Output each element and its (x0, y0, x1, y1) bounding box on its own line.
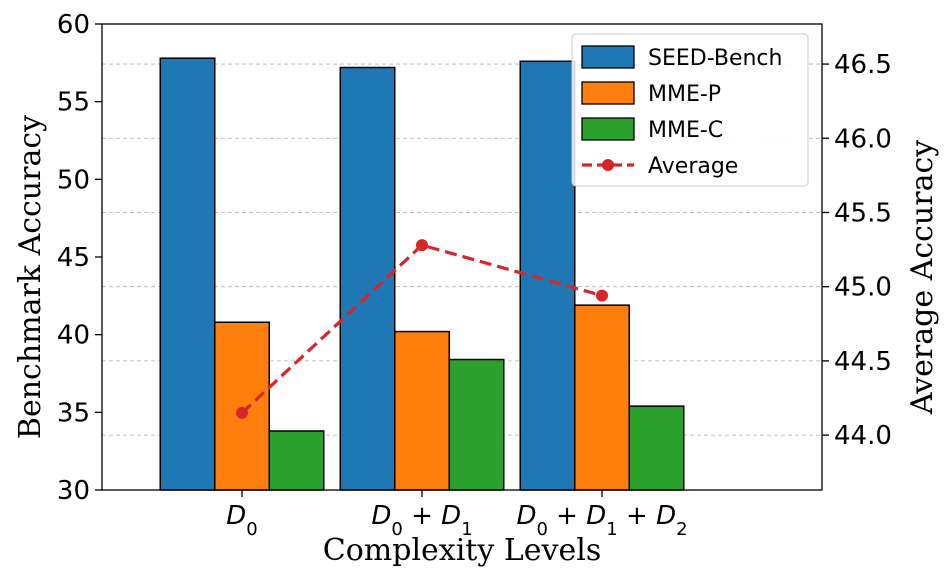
y2-tick-label-4: 46.0 (834, 124, 892, 154)
legend-swatch-1 (581, 81, 635, 105)
x-tick-label-2: D0 + D1 + D2 (516, 501, 687, 540)
y-tick-label-1: 35 (57, 398, 90, 428)
bar-MME-C-2 (628, 405, 685, 491)
bar-SEED-Bench-1 (339, 66, 396, 491)
y2-tick-label-0: 44.0 (834, 421, 892, 451)
bar-MME-P-1 (394, 330, 450, 491)
y-tick-label-6: 60 (57, 10, 90, 40)
x-tick-label-1: D0 + D1 (371, 501, 472, 540)
y-axis-title: Benchmark Accuracy (13, 115, 48, 439)
x-axis-title: Complexity Levels (323, 533, 601, 568)
x-axis: D0 D0 + D1 D0 + D1 + D2 (226, 490, 688, 540)
legend-label-1: MME-P (648, 82, 721, 107)
bar-MME-P-2 (574, 304, 630, 491)
legend-label-3: Average (648, 154, 738, 179)
bar-SEED-Bench-0 (159, 57, 216, 491)
y2-tick-label-3: 45.5 (834, 198, 892, 228)
legend-label-2: MME-C (648, 118, 723, 143)
y-tick-label-5: 55 (57, 88, 90, 118)
y2-axis-title: Average Accuracy (905, 140, 940, 415)
bar-MME-P-0 (214, 321, 270, 491)
bar-MME-C-1 (448, 358, 505, 491)
left-y-axis: 30 35 40 45 50 55 60 (57, 10, 102, 506)
x-tick-label-0: D0 (226, 501, 257, 540)
y2-tick-label-2: 45.0 (834, 273, 892, 303)
y-tick-label-4: 50 (57, 165, 90, 195)
legend-swatch-2 (581, 117, 635, 141)
legend-label-0: SEED-Bench (648, 46, 782, 71)
bar-SEED-Bench-2 (519, 60, 576, 491)
y-tick-label-0: 30 (57, 476, 90, 506)
legend-box (571, 33, 809, 187)
average-point-1 (416, 239, 428, 252)
bar-MME-C-0 (268, 430, 325, 491)
y2-tick-label-5: 46.5 (834, 50, 892, 80)
average-line (236, 239, 608, 419)
average-point-2 (596, 289, 608, 302)
y-tick-label-2: 40 (57, 321, 90, 351)
right-y-axis: 44.0 44.5 45.0 45.5 46.0 46.5 (822, 50, 892, 451)
legend: SEED-Bench MME-P MME-C Average (571, 33, 809, 187)
average-line-path (240, 243, 603, 414)
legend-marker-3 (602, 159, 614, 171)
y-tick-label-3: 45 (57, 243, 90, 273)
average-point-0 (236, 406, 248, 419)
y2-tick-label-1: 44.5 (834, 347, 892, 377)
legend-swatch-0 (581, 45, 635, 69)
